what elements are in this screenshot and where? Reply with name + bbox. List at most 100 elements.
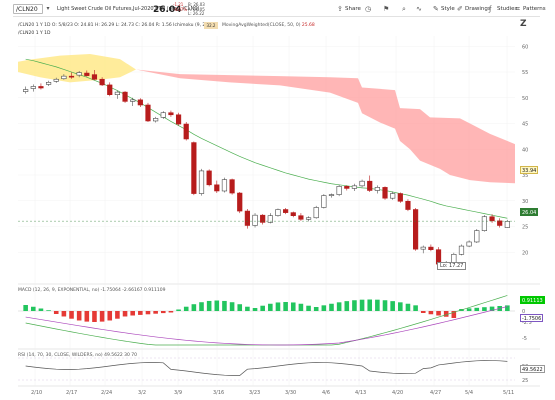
patterns-icon[interactable]: ⌗: [516, 5, 520, 13]
candle-body: [428, 246, 434, 250]
macd-axis-label: 0: [522, 309, 525, 315]
date-label: 3/9: [174, 390, 183, 396]
macd-histogram-bar: [367, 299, 373, 311]
macd-histogram-bar: [30, 306, 36, 311]
symbol-input[interactable]: /CLN20: [13, 4, 43, 14]
candle-body: [290, 212, 296, 216]
moving-average-line: [25, 58, 508, 219]
share-icon[interactable]: ⇪: [337, 5, 343, 13]
patterns-button[interactable]: Patterns: [523, 6, 546, 12]
macd-histogram-bar: [436, 311, 441, 316]
style-button[interactable]: Style: [441, 6, 455, 12]
price-axis-label: 20: [522, 250, 528, 256]
studies-icon[interactable]: ƒ: [489, 5, 492, 13]
drawings-button[interactable]: Drawings: [465, 6, 491, 12]
zoom-icon[interactable]: Z: [520, 19, 527, 29]
macd-histogram-bar: [344, 301, 350, 311]
date-label: 4/13: [355, 390, 367, 396]
macd-histogram-bar: [489, 306, 495, 311]
candle-body: [336, 186, 342, 195]
drawings-icon[interactable]: ✐: [457, 5, 463, 13]
date-label: 3/23: [249, 390, 261, 396]
search-icon[interactable]: ⌕: [402, 5, 406, 13]
candle-body: [198, 170, 205, 194]
studies-button[interactable]: Studies: [497, 6, 518, 12]
macd-histogram-bar: [176, 309, 181, 311]
macd-line: [25, 295, 508, 346]
candle-body: [367, 180, 373, 191]
low-label: Lo: 17.27: [437, 262, 467, 270]
macd-histogram-bar: [206, 300, 212, 311]
candle-body: [91, 74, 98, 80]
macd-histogram-bar: [76, 311, 82, 321]
candle-body: [168, 112, 174, 116]
candle-body: [214, 184, 220, 192]
macd-histogram-bar: [61, 311, 67, 317]
macd-histogram-bar: [482, 307, 487, 311]
macd-histogram-bar: [53, 311, 59, 314]
macd-histogram-bar: [443, 311, 449, 317]
chevron-down-icon[interactable]: ▾: [46, 5, 50, 12]
candle-body: [191, 142, 197, 194]
macd-histogram-bar: [160, 311, 166, 314]
symbol-title: /CLN20 1 Y 1D: [18, 31, 51, 36]
share-button[interactable]: Share: [345, 6, 361, 12]
last-price-tag: 26.04: [520, 208, 539, 216]
candle-body: [153, 118, 159, 122]
rsi-header: RSI (14, 70, 30, CLOSE, WILDERS, no) 49.…: [18, 353, 137, 358]
candle-body: [497, 220, 503, 226]
macd-axis-label: -2.5: [522, 320, 532, 326]
style-icon[interactable]: ✎: [433, 5, 439, 13]
candle-body: [374, 187, 380, 191]
macd-histogram-bar: [23, 305, 28, 311]
date-label: 4/27: [430, 390, 442, 396]
candle-body: [481, 216, 488, 231]
date-label: 2/24: [101, 390, 113, 396]
candle-body: [390, 193, 396, 199]
macd-histogram-bar: [398, 302, 403, 311]
flag-icon[interactable]: ⚑: [383, 5, 390, 13]
candle-body: [53, 78, 59, 82]
macd-histogram-bar: [252, 308, 258, 311]
candle-body: [474, 230, 480, 243]
macd-histogram-bar: [283, 302, 288, 311]
candle-body: [405, 200, 411, 210]
macd-histogram-bar: [84, 311, 90, 322]
macd-histogram-bar: [245, 306, 250, 311]
macd-histogram-bar: [222, 300, 227, 311]
date-label: 5/4: [465, 390, 474, 396]
macd-histogram-bar: [214, 300, 220, 311]
rsi-value-tag: 49.5622: [520, 365, 545, 373]
macd-value-tag: -1.7506: [520, 314, 544, 322]
candle-body: [489, 216, 495, 222]
candle-body: [206, 170, 212, 186]
candle-body: [466, 241, 472, 247]
date-label: 4/6: [322, 390, 331, 396]
candle-body: [84, 72, 90, 76]
macd-histogram-bar: [466, 308, 472, 311]
candle-body: [397, 193, 403, 202]
candle-body: [328, 194, 335, 196]
candle-body: [76, 72, 82, 76]
ichimoku-cloud-bullish: [18, 54, 136, 83]
candle-body: [114, 91, 120, 95]
macd-histogram-bar: [268, 303, 273, 311]
macd-histogram-bar: [275, 302, 281, 311]
rsi-line: [25, 360, 508, 376]
date-label: 3/30: [285, 390, 297, 396]
clock-icon[interactable]: ◷: [365, 5, 372, 13]
macd-hist-tag: 0.91113: [520, 296, 545, 304]
macd-histogram-bar: [122, 311, 128, 317]
price-change: -1.21 -4.07%: [173, 2, 188, 12]
macd-histogram-bar: [405, 303, 411, 311]
candle-body: [30, 86, 36, 89]
macd-histogram-bar: [474, 307, 480, 311]
candle-body: [413, 209, 419, 250]
candle-body: [305, 217, 312, 220]
candle-body: [260, 214, 266, 223]
price-axis-label: 60: [522, 44, 528, 50]
date-label: 5/11: [503, 390, 515, 396]
trend-icon[interactable]: ∿: [416, 5, 422, 13]
